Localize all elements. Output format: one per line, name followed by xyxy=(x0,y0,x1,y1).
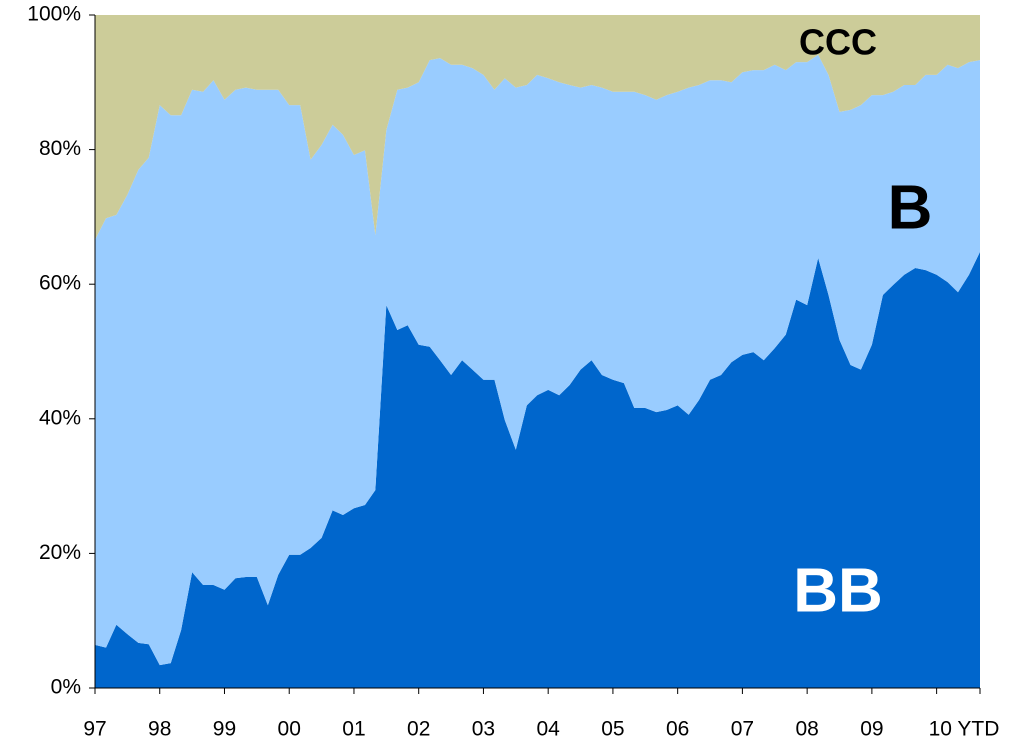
y-tick-label: 60% xyxy=(39,272,81,295)
y-tick-label: 40% xyxy=(39,406,81,429)
x-tick-label: 06 xyxy=(666,718,689,741)
x-tick-label: 05 xyxy=(601,718,624,741)
x-tick-label: 00 xyxy=(278,718,301,741)
x-tick-label: 03 xyxy=(472,718,495,741)
x-tick-label: 99 xyxy=(213,718,236,741)
x-tick-label: 04 xyxy=(537,718,561,741)
x-tick-label: 02 xyxy=(407,718,430,741)
series-label: CCC xyxy=(799,22,877,63)
y-tick-label: 100% xyxy=(27,3,81,26)
x-tick-label: 98 xyxy=(148,718,171,741)
y-tick-label: 0% xyxy=(51,676,81,699)
x-tick-label: 08 xyxy=(795,718,818,741)
series-label: BB xyxy=(793,556,883,625)
x-tick-label: 09 xyxy=(860,718,883,741)
x-tick-label: 97 xyxy=(83,718,106,741)
area xyxy=(95,54,980,666)
x-tick-label: 10 YTD xyxy=(929,718,1000,741)
area xyxy=(95,251,980,688)
y-tick-label: 20% xyxy=(39,541,81,564)
series-label: B xyxy=(888,173,933,242)
area xyxy=(95,15,980,240)
x-tick-label: 01 xyxy=(342,718,365,741)
y-tick-label: 80% xyxy=(39,137,81,160)
x-tick-label: 07 xyxy=(731,718,754,741)
